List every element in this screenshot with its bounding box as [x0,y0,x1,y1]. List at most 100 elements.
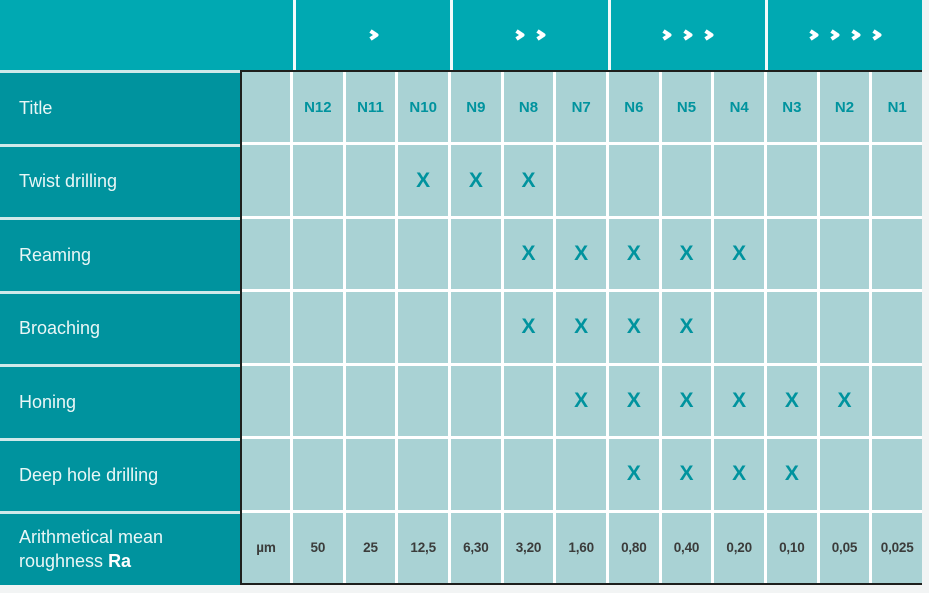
mark-cell: X [661,439,712,510]
mark-cell: X [767,365,817,437]
mark-cell: X [503,145,554,216]
mark-cell: X [451,145,501,216]
process-label: Broaching [19,318,101,339]
mark-cell: X [556,218,606,290]
unit-column-empty-cell [242,439,290,510]
empty-cell [819,292,870,363]
mark-cell: X [609,218,659,290]
grade-header-cell: N11 [345,72,396,143]
grade-header-cell: N6 [609,72,659,143]
grade-range-group-range-2 [450,0,607,70]
ra-label-line2: roughness Ra [19,550,240,573]
chevron-right-icon [681,28,694,42]
empty-cell [714,145,764,216]
ra-value-cell: 12,5 [398,512,448,583]
empty-cell [767,218,817,290]
empty-cell [819,439,870,510]
empty-cell [503,365,554,437]
mark-cell: X [819,365,870,437]
mark-cell: X [609,292,659,363]
ra-value-cell: 50 [293,512,343,583]
process-label-row: Reaming [0,217,240,291]
empty-cell [293,292,343,363]
empty-cell [661,145,712,216]
grade-header-cell: N1 [872,72,922,143]
chevron-right-icon [534,28,547,42]
mark-cell: X [661,218,712,290]
grade-header-cell: N12 [293,72,343,143]
mark-cell: X [767,439,817,510]
mark-cell: X [503,292,554,363]
empty-cell [398,439,448,510]
ra-value-cell: 0,40 [661,512,712,583]
chevron-right-icon [367,28,380,42]
ra-value-cell: 3,20 [503,512,554,583]
process-label: Twist drilling [19,171,118,192]
mark-cell: X [714,218,764,290]
grade-header-cell: N8 [503,72,554,143]
grade-header-cell: N9 [451,72,501,143]
empty-cell [503,439,554,510]
chevron-right-icon [513,28,526,42]
mark-cell: X [398,145,448,216]
ra-value-cell: 6,30 [451,512,501,583]
empty-cell [345,292,396,363]
chevron-right-icon [849,28,862,42]
empty-cell [872,292,922,363]
unit-column-empty-cell [242,218,290,290]
unit-column-empty-cell [242,292,290,363]
title-header-cell: Title [0,70,240,144]
process-label: Reaming [19,244,92,265]
process-label-column: Title Twist drilling Reaming Broaching Honin… [0,70,240,586]
header-spacer [0,0,293,70]
mark-cell: X [556,365,606,437]
mark-cell: X [556,292,606,363]
empty-cell [872,145,922,216]
empty-cell [819,218,870,290]
empty-cell [872,439,922,510]
title-header-label: Title [19,97,53,118]
ra-value-cell: 0,20 [714,512,764,583]
ra-label-cell: Arithmetical mean roughness Ra [0,511,240,586]
unit-cell: µm [242,512,290,583]
ra-value-cell: 0,80 [609,512,659,583]
empty-cell [398,292,448,363]
empty-cell [398,218,448,290]
mark-cell: X [661,365,712,437]
empty-cell [767,145,817,216]
chevron-right-icon [702,28,715,42]
empty-cell [556,145,606,216]
empty-cell [293,218,343,290]
grade-range-group-range-1 [293,0,450,70]
empty-cell [872,218,922,290]
empty-cell [609,145,659,216]
chevron-right-icon [870,28,883,42]
process-label-row: Broaching [0,290,240,365]
empty-cell [293,439,343,510]
header-band [0,0,922,70]
mark-cell: X [503,218,554,290]
ra-label-text: roughness [19,550,109,571]
mark-cell: X [714,439,764,510]
empty-cell [451,218,501,290]
ra-label-line1: Arithmetical mean [19,527,164,548]
empty-cell [714,292,764,363]
grade-header-cell: N3 [767,72,817,143]
empty-cell [293,365,343,437]
grade-range-group-range-4 [764,0,922,70]
unit-column-empty-cell [242,145,290,216]
process-label-row: Twist drilling [0,143,240,218]
grade-range-groups [293,0,922,70]
empty-cell [872,365,922,437]
mark-cell: X [609,365,659,437]
grade-header-cell: N4 [714,72,764,143]
process-label: Honing [19,391,77,412]
empty-cell [451,365,501,437]
process-label: Deep hole drilling [19,465,159,486]
ra-value-cell: 25 [345,512,396,583]
process-label-row: Deep hole drilling [0,437,240,512]
grade-header-cell: N2 [819,72,870,143]
empty-cell [451,292,501,363]
unit-column-empty-cell [242,365,290,437]
